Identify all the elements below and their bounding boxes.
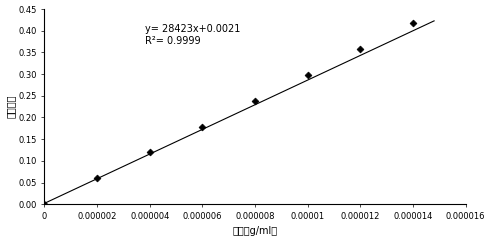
Y-axis label: 吸光度値: 吸光度値 <box>5 95 16 118</box>
X-axis label: 浓度（g/ml）: 浓度（g/ml） <box>233 227 277 236</box>
Text: y= 28423x+0.0021
R²= 0.9999: y= 28423x+0.0021 R²= 0.9999 <box>144 24 240 46</box>
